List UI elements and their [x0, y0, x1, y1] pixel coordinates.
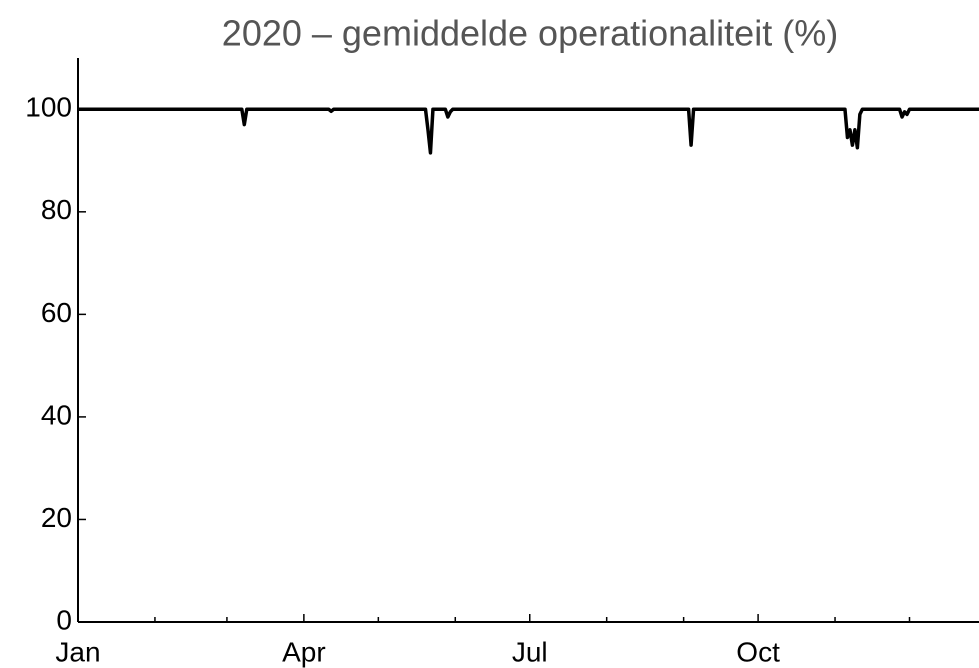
y-tick-label: 80 [41, 194, 72, 225]
series-line [78, 107, 979, 155]
y-tick-label: 100 [25, 92, 72, 123]
y-tick-label: 20 [41, 502, 72, 533]
x-tick-label: Jan [55, 636, 100, 667]
y-tick-label: 40 [41, 399, 72, 430]
chart-title: 2020 – gemiddelde operationaliteit (%) [222, 13, 838, 54]
x-tick-label: Oct [736, 636, 780, 667]
y-tick-label: 0 [56, 604, 72, 635]
y-tick-label: 60 [41, 297, 72, 328]
x-tick-label: Apr [282, 636, 326, 667]
x-tick-label: Jul [512, 636, 548, 667]
